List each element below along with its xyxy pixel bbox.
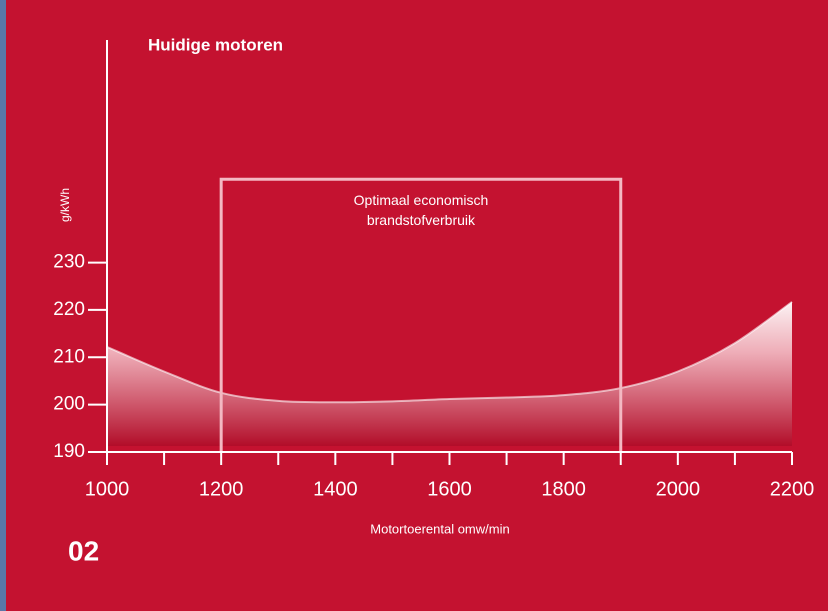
y-tick-label: 220 <box>53 299 85 320</box>
y-tick-label: 230 <box>53 252 85 273</box>
x-axis-label: Motortoerental omw/min <box>370 521 509 536</box>
optimal-range-box <box>219 177 623 452</box>
y-tick-label: 210 <box>53 346 85 367</box>
left-strip <box>0 0 6 611</box>
x-tick-label: 1600 <box>427 478 472 500</box>
x-tick-label: 1200 <box>199 478 244 500</box>
figure-number: 02 <box>68 535 99 566</box>
optimal-range-label: brandstofverbruik <box>367 212 476 228</box>
x-tick-label: 2200 <box>770 478 815 500</box>
y-axis-label: g/kWh <box>58 188 72 222</box>
x-tick-label: 2000 <box>656 478 701 500</box>
x-tick-label: 1800 <box>541 478 586 500</box>
x-tick-label: 1000 <box>85 478 130 500</box>
optimal-range-label: Optimaal economisch <box>354 192 489 208</box>
area <box>107 301 792 446</box>
y-tick-label: 200 <box>53 394 85 415</box>
chart-title: Huidige motoren <box>148 35 283 54</box>
y-tick-label: 190 <box>53 441 85 462</box>
x-tick-label: 1400 <box>313 478 358 500</box>
